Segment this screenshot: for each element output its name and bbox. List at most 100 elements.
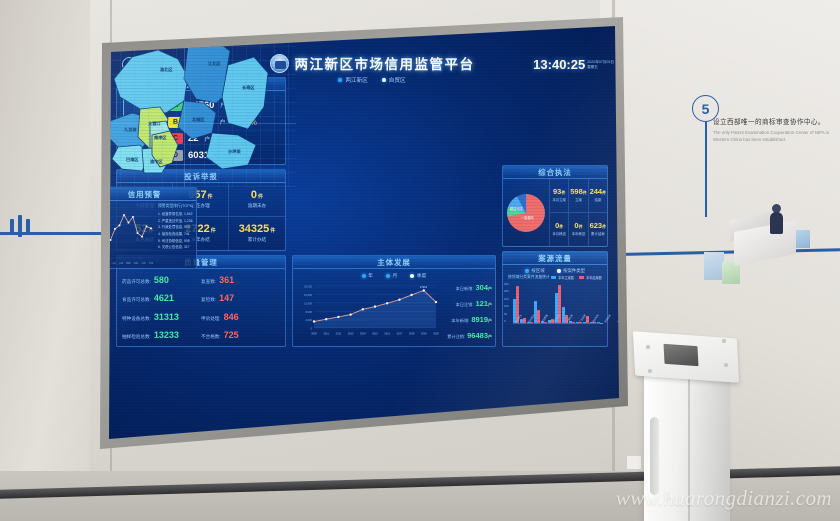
case-flow-bar[interactable] — [576, 321, 579, 323]
panel-comprehensive-enforcement: 综合执法 移送司法 一般程序 93 — [502, 165, 608, 247]
svg-text:2016: 2016 — [384, 333, 390, 336]
development-legend-item[interactable]: 月 — [385, 272, 398, 279]
svg-text:2018: 2018 — [409, 333, 415, 336]
map-region-label: 大渡口 — [148, 121, 161, 126]
svg-text:8,000: 8,000 — [306, 310, 313, 314]
header-tab-label: 两江新区 — [345, 78, 368, 84]
enforcement-label: 立案 — [575, 198, 582, 203]
enforcement-label: 本月立案 — [552, 198, 566, 203]
case-flow-bar[interactable] — [541, 320, 544, 323]
warning-list-item[interactable]: 4. 抽查检查结果, 741 — [158, 231, 190, 236]
pie-label-secondary: 移送司法 — [510, 206, 523, 211]
case-flow-bar[interactable] — [523, 318, 526, 323]
government-emblem-icon — [269, 53, 289, 73]
complaint-label: 本年办结 — [191, 237, 210, 242]
credit-grade-badge: D — [168, 150, 183, 162]
case-flow-bar[interactable] — [565, 315, 568, 323]
case-flow-bar[interactable] — [534, 300, 537, 323]
complaint-unit: 件 — [210, 227, 216, 234]
credit-unit: 户 — [220, 101, 226, 109]
development-legend-label: 月 — [392, 274, 398, 279]
case-flow-bar-group — [513, 282, 519, 323]
enforcement-unit: 件 — [559, 224, 564, 230]
enforcement-stat-cell: 623件 累计结案 — [587, 212, 607, 246]
case-flow-bar[interactable] — [583, 321, 586, 323]
svg-text:0: 0 — [311, 327, 313, 331]
panel-title-development: 主体发展 — [293, 256, 495, 269]
header-tab-ftz[interactable]: 自贸区 — [381, 76, 406, 84]
development-stat-value: 96483户 — [467, 331, 492, 341]
case-flow-bar[interactable] — [516, 285, 519, 323]
case-flow-bar[interactable] — [579, 322, 582, 323]
enforcement-unit: 件 — [602, 190, 607, 196]
case-flow-tab[interactable]: 按区域 — [524, 268, 545, 274]
case-flow-bar[interactable] — [544, 321, 547, 323]
svg-text:12,000: 12,000 — [304, 301, 312, 305]
enforcement-stat-grid: 93件 本月立案 598件 立案 244件 结案 0件 本月移送 0件 本年移送 623件 累计结案 — [549, 179, 607, 246]
header-tab-liangjiang[interactable]: 两江新区 — [338, 76, 368, 84]
case-flow-bar[interactable] — [590, 322, 593, 323]
case-flow-bar[interactable] — [530, 322, 533, 323]
panel-title-case-flow: 案源流量 — [503, 252, 607, 265]
case-flow-bar-group — [576, 282, 582, 323]
svg-text:二月: 二月 — [111, 261, 115, 265]
case-flow-bar[interactable] — [572, 321, 575, 323]
map-grid-overlay — [109, 26, 296, 187]
complaint-stat-cell: 2722件本年办结 — [173, 216, 229, 250]
case-flow-bar[interactable] — [551, 319, 554, 323]
kiosk-screw — [646, 345, 650, 349]
kiosk-cable-channel — [650, 417, 659, 495]
kiosk-screw — [724, 363, 728, 367]
case-flow-bar[interactable] — [527, 321, 530, 323]
case-flow-bar[interactable] — [562, 307, 565, 323]
complaint-value: 2722件 — [185, 222, 216, 235]
quality-row: 抽样检验总数: 13233 — [122, 330, 201, 340]
case-flow-y-tick: 200 — [504, 289, 509, 294]
warning-list-item[interactable]: 6. 欠税公告信息, 317 — [158, 245, 190, 250]
case-flow-bar[interactable] — [558, 284, 561, 323]
svg-text:七月: 七月 — [149, 261, 153, 265]
svg-text:三月: 三月 — [119, 261, 123, 265]
warning-list-item[interactable]: 3. 行政处罚信息, 965 — [158, 225, 190, 230]
case-flow-tab[interactable]: 按案件类型 — [556, 268, 586, 274]
development-legend-item[interactable]: 季度 — [410, 272, 426, 279]
kiosk-mounting-cutout — [663, 343, 699, 367]
warning-list-item[interactable]: 2. 严重违法失信, 1,236 — [158, 218, 193, 223]
dashboard-root: ← 返回 两江新区市场信用监管平台 两江新区 — [109, 26, 619, 439]
case-flow-bar[interactable] — [586, 316, 589, 323]
warning-list-item[interactable]: 5. 司法协助信息, 508 — [158, 238, 190, 243]
exhibit-isometric-illustration — [700, 200, 820, 284]
kiosk-screw — [722, 339, 726, 343]
case-flow-tab-label: 按案件类型 — [563, 268, 586, 273]
svg-text:16,000: 16,000 — [304, 293, 312, 297]
map-region-dadukou — [111, 144, 151, 172]
case-flow-bar[interactable] — [520, 319, 523, 323]
case-flow-tab-label: 按区域 — [531, 268, 545, 273]
case-flow-bar[interactable] — [597, 322, 600, 323]
map-region-label: 沙坪坝 — [228, 149, 241, 154]
warning-list-item[interactable]: 1. 经营异常名录, 1,842 — [158, 212, 193, 216]
enforcement-stat-cell: 244件 结案 — [587, 179, 607, 213]
development-legend-item[interactable]: 年 — [361, 272, 373, 279]
quality-label: 复查数: — [201, 279, 217, 285]
case-flow-bar[interactable] — [555, 292, 558, 323]
map-canvas[interactable]: 渝北区 江北区 北碚区 长寿区 沙坪坝 九龙坡 大渡口 南岸区 巴南区 渝中区 — [109, 26, 296, 187]
quality-label: 抽样检验总数: — [122, 333, 151, 339]
map-regions-svg — [109, 38, 269, 174]
radio-dot-selected-icon — [381, 78, 386, 82]
map-region-jiulongpo — [151, 130, 179, 168]
quality-row: 不合格数: 725 — [201, 330, 280, 340]
quality-right-column: 复查数: 361 复检数: 147 申诉处理: 846 不合格数: 725 — [201, 271, 280, 344]
svg-text:五月: 五月 — [134, 261, 138, 265]
svg-text:2017: 2017 — [397, 333, 403, 336]
case-flow-bar[interactable] — [537, 310, 540, 323]
quality-row: 食品许可总数: 4621 — [122, 293, 201, 303]
case-flow-legend-item: 本年结案数 — [579, 275, 602, 280]
complaint-label: 累计办结 — [247, 237, 267, 242]
case-flow-bar[interactable] — [593, 322, 597, 323]
case-flow-bar[interactable] — [513, 298, 516, 323]
case-flow-bar[interactable] — [548, 320, 551, 323]
case-flow-bar[interactable] — [569, 321, 572, 323]
illustration-person-body — [770, 212, 783, 234]
